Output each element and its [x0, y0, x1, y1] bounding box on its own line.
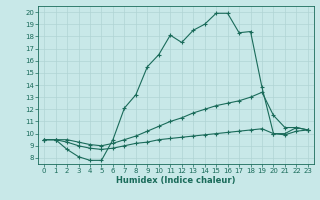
X-axis label: Humidex (Indice chaleur): Humidex (Indice chaleur) [116, 176, 236, 185]
